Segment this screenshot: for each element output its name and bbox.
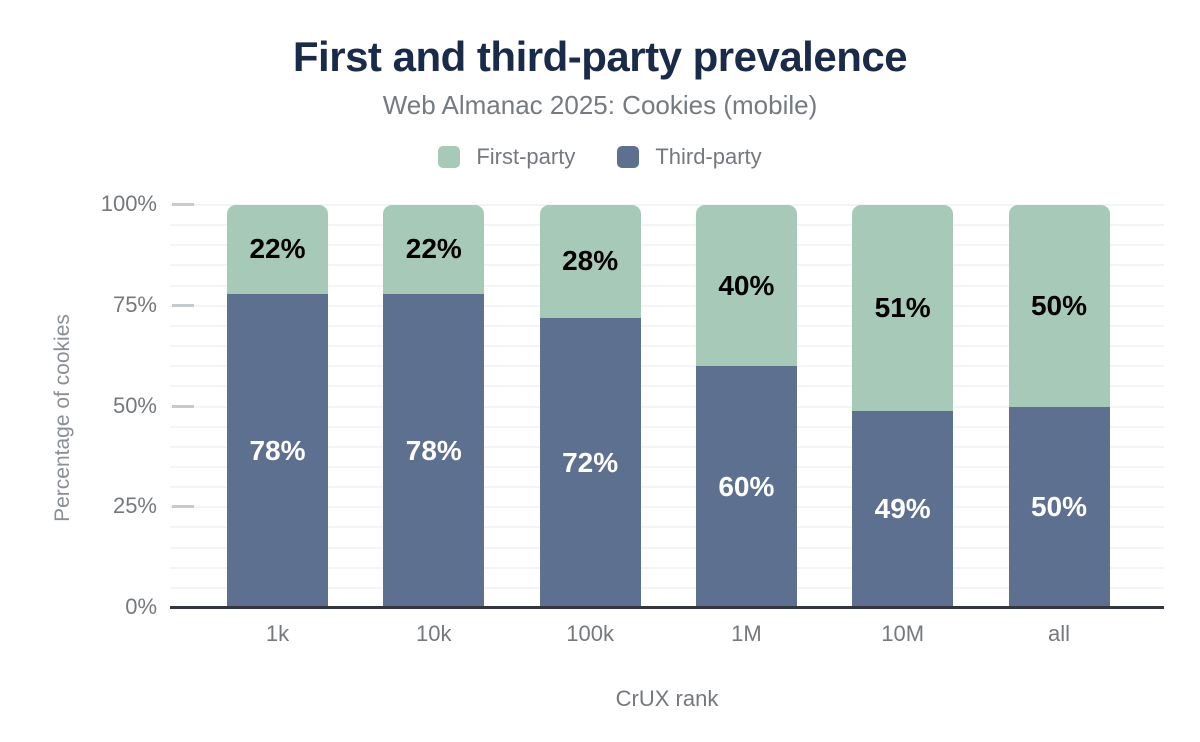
gridline bbox=[170, 224, 1164, 227]
gridline bbox=[170, 385, 1164, 388]
gridline bbox=[170, 284, 1164, 287]
x-tick-label-all: all bbox=[1047, 621, 1070, 646]
y-axis-tick bbox=[172, 303, 194, 307]
bar-segment-first-party-1M: 40% bbox=[695, 205, 797, 367]
bar-value-label: 78% bbox=[405, 434, 462, 466]
gridline bbox=[170, 304, 1164, 307]
x-tick-label-1M: 1M bbox=[731, 621, 762, 646]
bar-value-label: 60% bbox=[718, 471, 775, 503]
legend-label-third-party: Third-party bbox=[655, 144, 762, 169]
y-tick-label: 0% bbox=[125, 594, 157, 619]
gridline bbox=[170, 324, 1164, 327]
bar-segment-first-party-10M: 51% bbox=[852, 205, 954, 411]
gridline bbox=[170, 204, 1164, 206]
chart-title: First and third-party prevalence bbox=[292, 33, 908, 80]
gridline bbox=[170, 425, 1164, 428]
x-axis-baseline bbox=[170, 606, 1164, 609]
bar-value-label: 22% bbox=[249, 233, 306, 265]
bar-value-label: 78% bbox=[249, 434, 306, 466]
bar-segment-first-party-100k: 28% bbox=[539, 205, 641, 318]
x-tick-label-1k: 1k bbox=[265, 621, 290, 646]
bar-segment-third-party-all: 50% bbox=[1008, 406, 1110, 608]
bar-segment-third-party-1M: 60% bbox=[695, 366, 797, 608]
gridline bbox=[170, 345, 1164, 348]
gridline bbox=[170, 365, 1164, 368]
bar-segment-third-party-1k: 78% bbox=[227, 293, 328, 608]
gridline bbox=[170, 264, 1164, 267]
y-tick-label: 75% bbox=[112, 291, 157, 317]
y-tick-label: 100% bbox=[100, 191, 157, 216]
gridline bbox=[170, 506, 1164, 509]
y-axis-tick bbox=[172, 505, 194, 509]
x-tick-label-10k: 10k bbox=[416, 621, 452, 646]
legend-swatch-third-party-icon bbox=[617, 146, 640, 168]
bar-value-label: 40% bbox=[718, 269, 775, 301]
bar-segment-third-party-10k: 78% bbox=[383, 293, 485, 608]
x-axis-title: CrUX rank bbox=[615, 686, 719, 711]
gridline bbox=[170, 546, 1164, 549]
bar-segment-first-party-1k: 22% bbox=[227, 205, 328, 294]
bar-value-label: 72% bbox=[562, 446, 619, 478]
bar-value-label: 28% bbox=[562, 245, 619, 277]
legend-item-third-party: Third-party bbox=[617, 144, 762, 170]
bar-segment-first-party-10k: 22% bbox=[383, 205, 485, 294]
gridline bbox=[170, 566, 1164, 569]
chart-subtitle: Web Almanac 2025: Cookies (mobile) bbox=[382, 90, 818, 120]
plot-area: 78% 22% 78% 22% 72% 28% 60% 40% 49% 51% 50% 50% bbox=[170, 203, 1164, 609]
y-axis-tick bbox=[172, 404, 194, 408]
gridline bbox=[170, 486, 1164, 489]
gridline bbox=[170, 244, 1164, 247]
legend-item-first-party: First-party bbox=[438, 144, 575, 170]
gridline bbox=[170, 526, 1164, 529]
x-axis-tick-labels: 1k 10k 100k 1M 10M all bbox=[170, 621, 1164, 647]
y-axis-tick-labels: 0% 25% 50% 75% 100% bbox=[0, 191, 157, 619]
gridline bbox=[170, 445, 1164, 448]
bar-value-label: 51% bbox=[874, 291, 931, 323]
gridline bbox=[170, 586, 1164, 589]
legend-swatch-first-party-icon bbox=[438, 146, 461, 168]
bar-segment-third-party-10M: 49% bbox=[852, 410, 954, 608]
gridline bbox=[170, 465, 1164, 468]
bar-value-label: 22% bbox=[405, 233, 462, 265]
legend-label-first-party: First-party bbox=[476, 144, 576, 169]
chart-legend: First-party Third-party bbox=[0, 144, 1200, 170]
gridline bbox=[170, 405, 1164, 408]
y-tick-label: 25% bbox=[112, 493, 157, 519]
y-axis-tick bbox=[172, 203, 194, 206]
bar-segment-first-party-all: 50% bbox=[1008, 205, 1110, 407]
bar-segment-third-party-100k: 72% bbox=[539, 317, 641, 608]
x-tick-label-100k: 100k bbox=[566, 621, 614, 646]
x-tick-label-10M: 10M bbox=[881, 621, 925, 646]
bar-value-label: 50% bbox=[1030, 491, 1088, 523]
y-tick-label: 50% bbox=[112, 392, 157, 418]
bar-value-label: 50% bbox=[1030, 289, 1088, 321]
bar-value-label: 49% bbox=[874, 493, 931, 525]
